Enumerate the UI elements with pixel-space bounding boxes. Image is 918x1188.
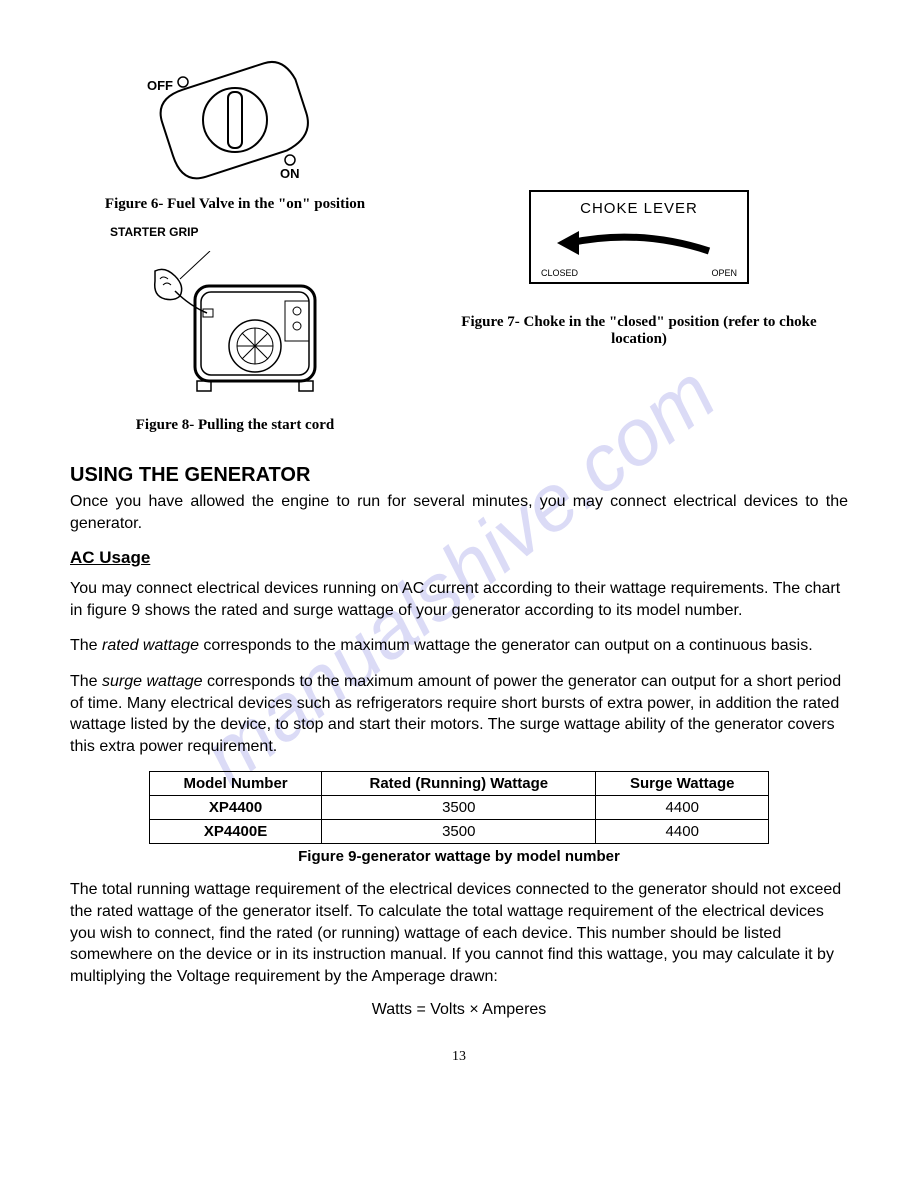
intro-paragraph: Once you have allowed the engine to run …: [70, 491, 848, 534]
page-number: 13: [70, 1049, 848, 1065]
choke-lever-diagram: CHOKE LEVER CLOSED OPEN: [529, 190, 749, 284]
fuel-valve-diagram: OFF ON: [135, 60, 335, 190]
after-table-paragraph: The total running wattage requirement of…: [70, 879, 848, 987]
choke-open-label: OPEN: [711, 268, 737, 278]
table-header-row: Model Number Rated (Running) Wattage Sur…: [150, 772, 769, 796]
ac-usage-p3: The surge wattage corresponds to the max…: [70, 671, 848, 757]
ac-usage-p2: The rated wattage corresponds to the max…: [70, 635, 848, 657]
figure-6-caption: Figure 6- Fuel Valve in the "on" positio…: [70, 196, 400, 213]
choke-closed-label: CLOSED: [541, 268, 578, 278]
starter-grip-label: STARTER GRIP: [110, 225, 198, 239]
figure-8-caption: Figure 8- Pulling the start cord: [70, 417, 400, 434]
figure-7-caption: Figure 7- Choke in the "closed" position…: [430, 314, 848, 348]
choke-title: CHOKE LEVER: [539, 200, 739, 217]
col-model: Model Number: [150, 772, 322, 796]
wattage-table: Model Number Rated (Running) Wattage Sur…: [149, 771, 769, 844]
col-rated: Rated (Running) Wattage: [322, 772, 596, 796]
ac-usage-p1: You may connect electrical devices runni…: [70, 578, 848, 621]
starter-diagram: [135, 251, 335, 411]
figure-9-caption: Figure 9-generator wattage by model numb…: [70, 848, 848, 865]
table-row: XP4400E 3500 4400: [150, 820, 769, 844]
ac-usage-heading: AC Usage: [70, 548, 848, 568]
col-surge: Surge Wattage: [596, 772, 769, 796]
off-label: OFF: [147, 78, 173, 93]
table-row: XP4400 3500 4400: [150, 796, 769, 820]
on-label: ON: [280, 166, 300, 181]
using-generator-heading: USING THE GENERATOR: [70, 464, 848, 487]
wattage-formula: Watts = Volts × Amperes: [70, 1001, 848, 1019]
